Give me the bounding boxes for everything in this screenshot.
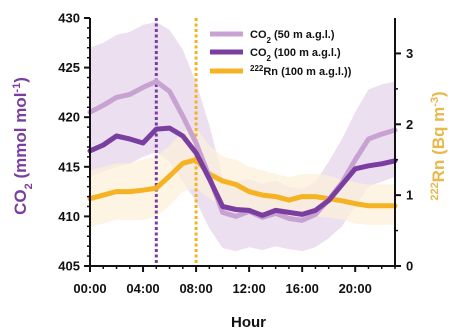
x-tick-label-3: 12:00	[233, 281, 266, 296]
right-tick-label-0: 0	[406, 259, 413, 274]
legend-label-0: CO2 (50 m a.g.l.)	[250, 29, 335, 45]
legend-label-2: 222Rn (100 m a.g.l.))	[250, 64, 352, 79]
x-axis-title: Hour	[231, 314, 266, 331]
series-line-2	[87, 157, 398, 209]
right-tick-label-3: 3	[406, 46, 413, 61]
left-tick-label-4: 425	[58, 60, 80, 75]
right-tick-label-2: 2	[406, 117, 413, 132]
x-tick-label-1: 04:00	[126, 281, 159, 296]
x-tick-label-0: 00:00	[73, 281, 106, 296]
left-axis-title: CO2 (mmol mol-1)	[11, 77, 35, 215]
right-axis-title: 222Rn (Bq m-3)	[429, 91, 448, 200]
series-line-1	[87, 125, 398, 218]
left-tick-label-5: 430	[58, 11, 80, 26]
x-tick-label-4: 16:00	[286, 281, 319, 296]
left-tick-label-0: 405	[58, 259, 80, 274]
x-tick-label-5: 20:00	[339, 281, 372, 296]
series-band-2	[90, 127, 395, 227]
legend-label-1: CO2 (100 m a.g.l.)	[250, 47, 341, 63]
left-tick-label-3: 420	[58, 110, 80, 125]
right-tick-label-1: 1	[406, 188, 413, 203]
left-tick-label-1: 410	[58, 209, 80, 224]
x-tick-label-2: 08:00	[179, 281, 212, 296]
left-tick-label-2: 415	[58, 159, 80, 174]
